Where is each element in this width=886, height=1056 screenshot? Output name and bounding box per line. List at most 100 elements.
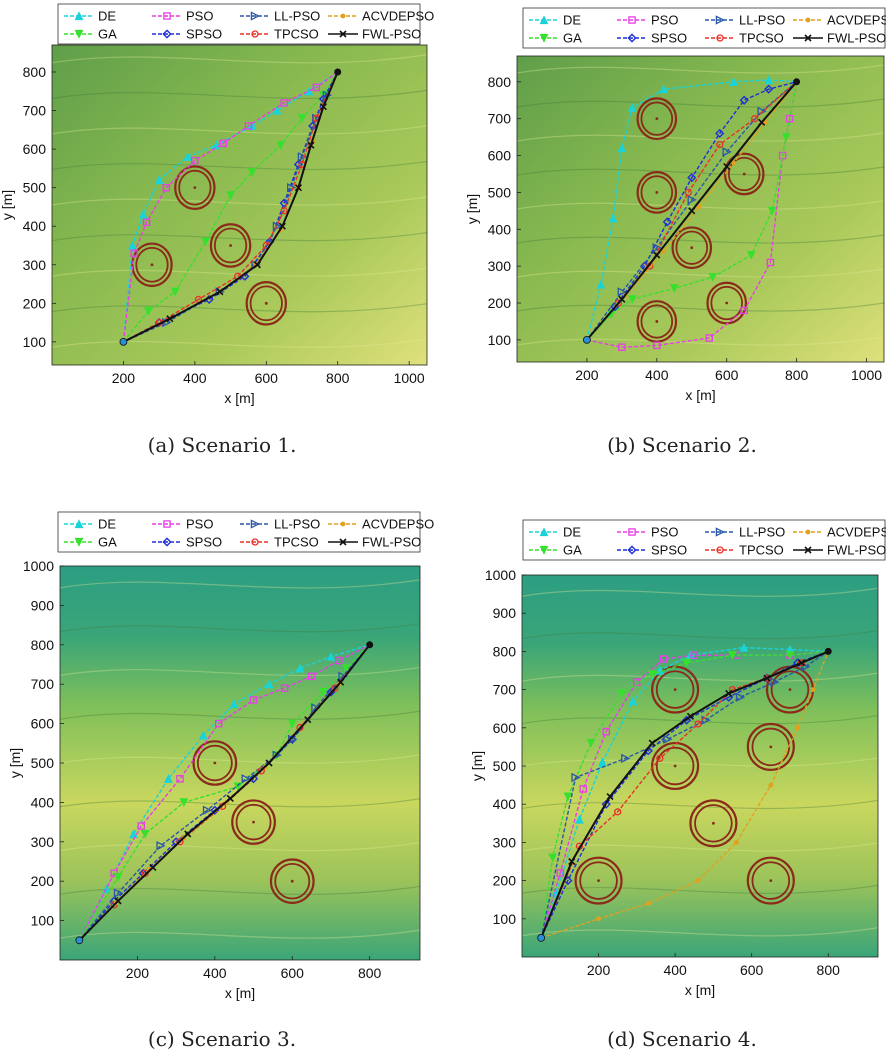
marker-fwl-pso [226,794,234,803]
y-tick-label: 300 [488,258,512,274]
obstacle-outer-ring [651,741,700,791]
terrain-ridge [517,200,884,210]
marker-fwl-pso [319,103,327,111]
marker-pso [214,719,223,728]
obstacle-inner-ring [655,670,695,709]
marker-ga [247,168,257,177]
y-axis-label: y [m] [464,194,480,224]
legend-marker-tpcso [251,30,259,38]
obstacle-inner-ring [213,227,248,264]
legend-label-spso: SPSO [651,543,687,558]
terrain-ridge [522,672,878,682]
legend-marker-fwl-pso [339,538,347,546]
marker-ga [746,250,756,260]
marker-de [264,679,274,689]
x-tick-label: 800 [817,962,841,978]
y-tick-label: 400 [31,794,55,810]
marker-pso [579,785,587,793]
marker-ll-pso [272,221,283,231]
marker-ga [170,287,180,297]
chart-panel-1: 200 400 600 800 1000 100 200 300 400 500 600 700 800… [0,3,434,457]
obstacle-center [655,320,659,323]
legend-box [522,519,886,561]
marker-fwl-pso [763,674,771,682]
legend: DE PSO LL-PSO ACVDEPSO GA SPSO TPCSO FWL-PSO [522,7,886,49]
path-ga [78,644,371,941]
marker-pso [618,343,626,352]
y-tick-label: 300 [23,257,47,273]
marker-de [729,77,739,86]
caption: (b) Scenario 2. [607,433,757,457]
y-tick-label: 300 [493,834,517,850]
marker-tpcso [684,188,692,197]
marker-fwl-pso [278,222,286,230]
legend-marker-de [539,527,549,537]
obstacle-outer-ring [671,226,713,270]
marker-tpcso [797,659,806,667]
marker-pso [280,684,289,692]
y-tick-label: 100 [488,332,512,348]
legend-marker-spso [627,545,637,555]
marker-ga [708,273,718,282]
terrain-ridge [60,841,420,852]
marker-de [129,829,138,839]
axes-frame [51,44,428,366]
legend-marker-ll-pso [715,527,726,537]
obstacle-center [673,764,677,768]
path-ga [540,650,829,938]
legend: DE PSO LL-PSO ACVDEPSO GA SPSO TPCSO FWL-PSO [522,519,886,561]
x-tick-label: 400 [663,962,687,978]
marker-tpcso [656,754,664,763]
obstacle-outer-ring [723,152,765,196]
terrain-relief [60,579,420,939]
x-axis-label: x [m] [225,985,255,1001]
marker-ga [287,719,297,729]
marker-ga [179,798,189,808]
legend-label-pso: PSO [651,525,678,540]
terrain-ridge [60,623,420,633]
marker-ll-pso [701,715,711,725]
marker-ga [201,237,210,247]
legend-marker-ga [539,33,549,43]
terrain-ridge [522,927,878,937]
x-tick-label: 600 [715,367,739,383]
legend-label-acvdepso: ACVDEPSO [827,525,886,540]
obstacle-inner-ring [710,285,743,321]
y-tick-label: 100 [493,911,517,927]
terrain-ridge [522,799,878,810]
marker-ll-pso [202,805,213,815]
legend-label-de: DE [98,517,116,532]
obstacle-center [597,879,600,882]
terrain-ridge [517,302,884,312]
obstacle-center [655,117,659,121]
obstacle-inner-ring [655,746,695,786]
legend-marker-ga [539,545,549,555]
legend-label-fwl-pso: FWL-PSO [827,543,886,558]
marker-ga [617,689,626,699]
marker-pso [556,869,565,877]
y-tick-label: 200 [23,295,47,311]
obstacle-inner-ring [675,230,709,265]
y-tick-label: 400 [488,221,512,237]
y-tick-label: 400 [493,796,517,812]
obstacle-inner-ring [249,285,283,322]
x-tick-label: 800 [326,370,350,386]
marker-fwl-pso [304,716,312,724]
marker-de [659,84,669,94]
marker-pso [219,139,228,148]
marker-fwl-pso [653,251,661,259]
marker-pso [705,334,713,342]
x-tick-label: 1000 [851,367,882,383]
terrain-ridge [522,714,878,725]
marker-pso [191,156,199,165]
obstacle-center [290,879,294,883]
x-tick-label: 200 [126,965,150,981]
legend-marker-spso [162,537,172,547]
marker-de [597,757,607,767]
marker-tpcso [176,838,184,846]
marker-pso [653,341,661,350]
marker-fwl-pso [618,295,626,303]
marker-ga [233,782,243,792]
terrain-ridge [522,842,878,852]
marker-ll-pso [241,774,251,784]
